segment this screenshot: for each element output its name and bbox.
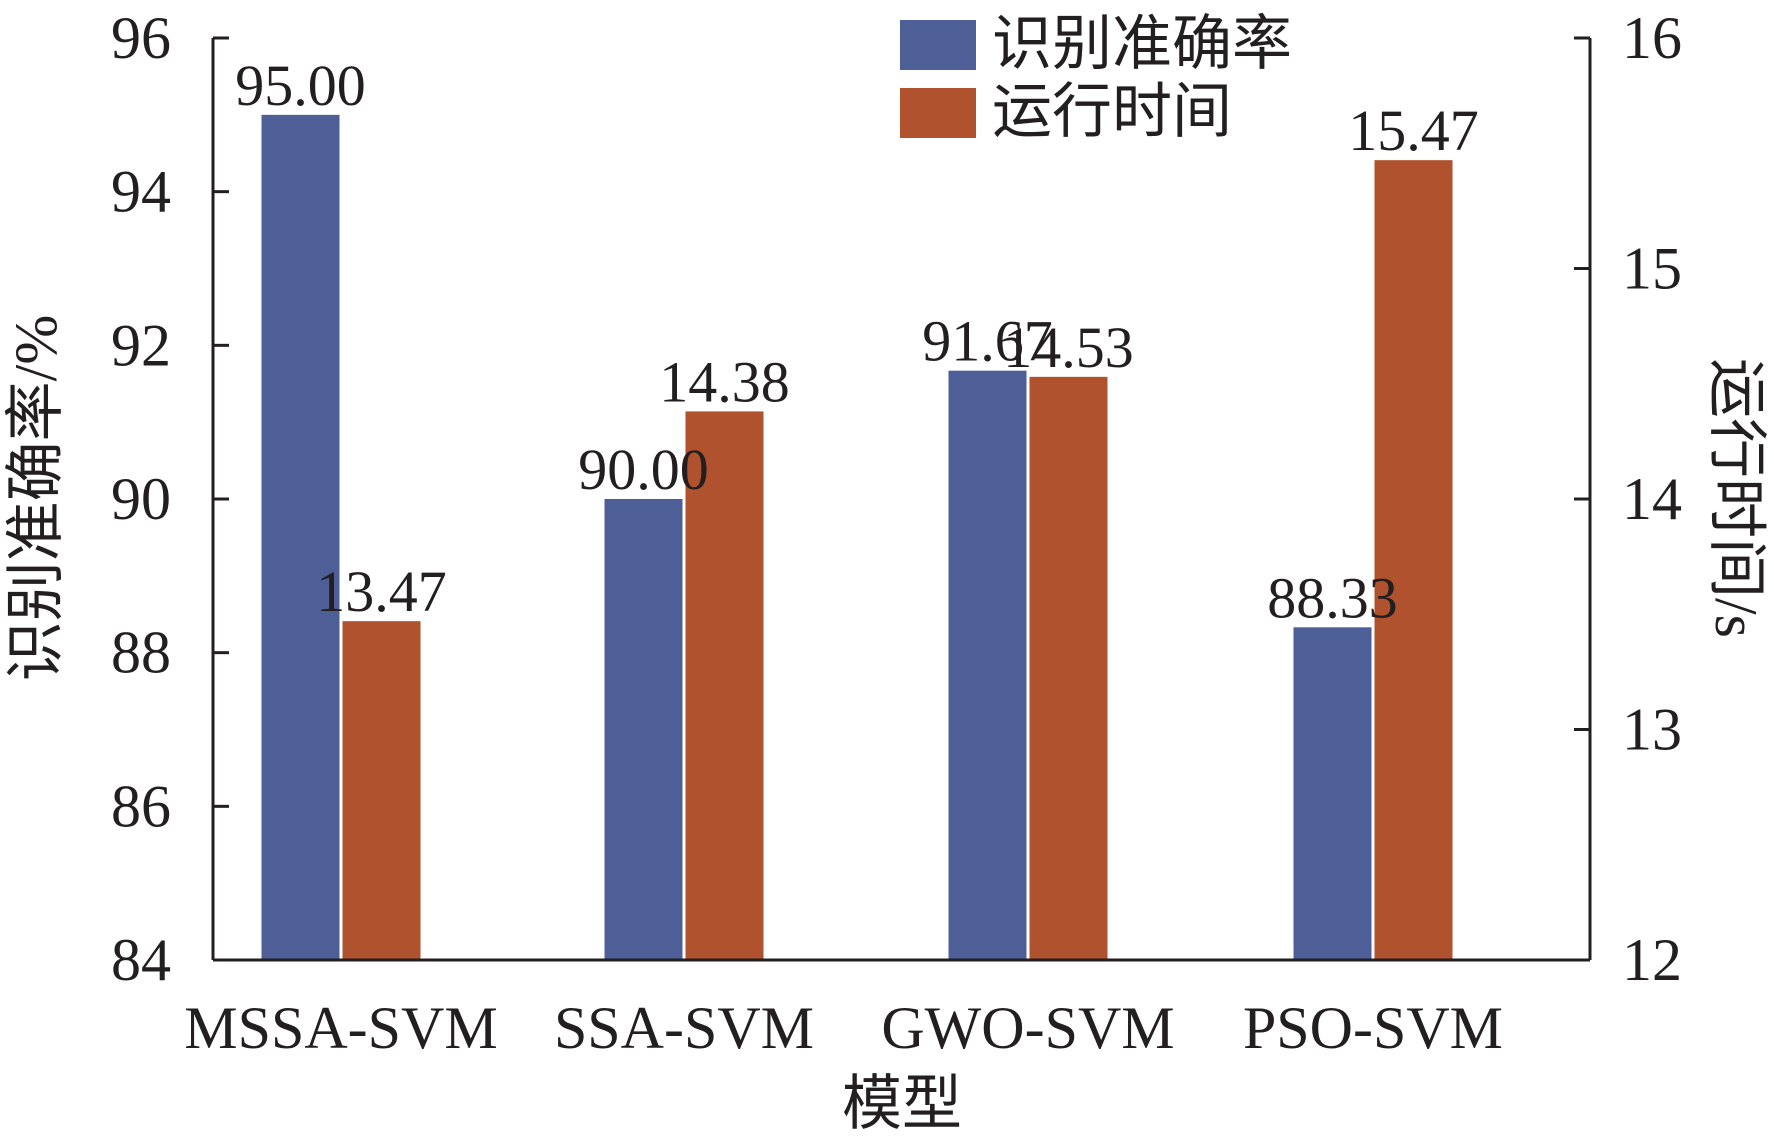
left-y-tick-label: 90 (111, 466, 171, 532)
runtime-bar (342, 621, 421, 960)
accuracy-bar (1293, 627, 1372, 960)
runtime-bar (685, 411, 764, 960)
left-y-tick-label: 86 (111, 773, 171, 839)
x-axis-title: 模型 (842, 1071, 962, 1137)
right-y-ticks: 12 13 14 15 16 (1574, 5, 1682, 993)
x-category-label: PSO-SVM (1243, 995, 1503, 1061)
runtime-data-label: 13.47 (316, 559, 447, 624)
runtime-data-label: 14.38 (659, 349, 790, 414)
accuracy-data-label: 91.67 (922, 309, 1053, 374)
x-category-label: SSA-SVM (554, 995, 814, 1061)
legend-swatch-accuracy (900, 20, 976, 70)
legend-label-runtime: 运行时间 (992, 79, 1232, 145)
right-y-tick-label: 15 (1622, 236, 1682, 302)
left-y-tick-label: 94 (111, 159, 171, 225)
accuracy-bar (948, 370, 1027, 960)
bars-group (261, 114, 1453, 961)
left-y-ticks: 84 86 88 90 92 94 96 (111, 5, 229, 993)
right-y-axis-title: 运行时间/s (1703, 358, 1769, 638)
left-y-tick-label: 88 (111, 620, 171, 686)
right-y-tick-label: 16 (1622, 5, 1682, 71)
accuracy-data-label: 88.33 (1267, 565, 1398, 630)
right-y-tick-label: 13 (1622, 697, 1682, 763)
runtime-bar (1029, 376, 1108, 961)
accuracy-data-label: 90.00 (578, 437, 709, 502)
left-y-tick-label: 84 (111, 927, 171, 993)
legend-label-accuracy: 识别准确率 (992, 11, 1292, 77)
runtime-data-label: 14.53 (1003, 315, 1134, 380)
left-y-tick-label: 96 (111, 5, 171, 71)
accuracy-bar (261, 114, 340, 961)
legend-swatch-runtime (900, 88, 976, 138)
x-category-labels: MSSA-SVM SSA-SVM GWO-SVM PSO-SVM (184, 995, 1503, 1061)
accuracy-data-label: 95.00 (235, 53, 366, 118)
left-y-axis-title: 识别准确率/% (3, 315, 69, 682)
runtime-bar (1374, 160, 1453, 961)
left-y-tick-label: 92 (111, 312, 171, 378)
runtime-data-label: 15.47 (1348, 98, 1479, 163)
x-category-label: MSSA-SVM (184, 995, 497, 1061)
x-category-label: GWO-SVM (881, 995, 1174, 1061)
right-y-tick-label: 12 (1622, 927, 1682, 993)
legend: 识别准确率 运行时间 (900, 11, 1292, 145)
accuracy-bar (604, 499, 683, 960)
right-y-tick-label: 14 (1622, 466, 1682, 532)
